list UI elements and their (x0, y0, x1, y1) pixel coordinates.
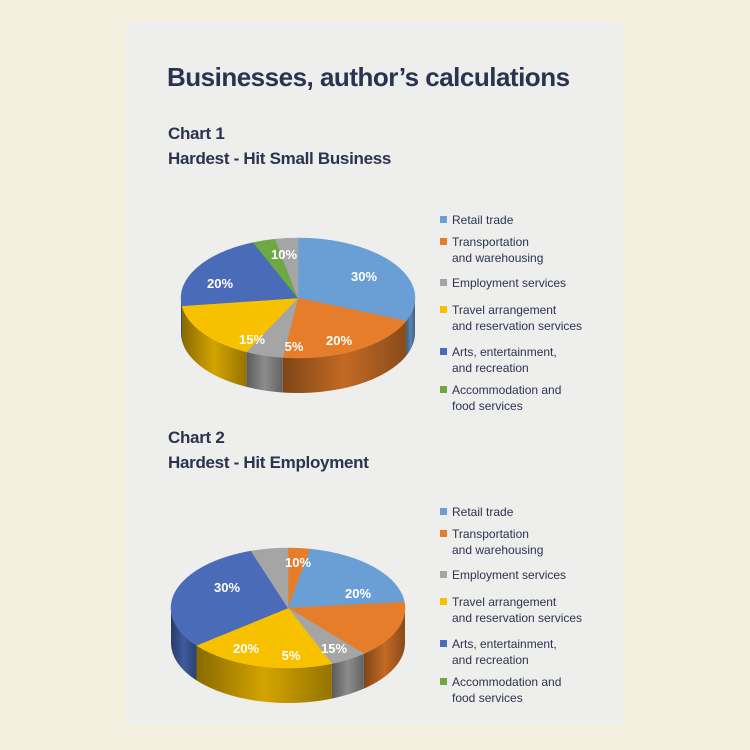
pie-slice (287, 601, 406, 654)
pie-slice-label: 10% (285, 555, 311, 570)
legend-swatch (440, 238, 447, 245)
chart-2-block: Chart 2 Hardest - Hit Employment 20% 15% 5… (126, 426, 623, 726)
legend-swatch (440, 348, 447, 355)
legend-label: Transportation and warehousing (452, 235, 544, 265)
legend-label: Arts, entertainment, and recreation (452, 345, 557, 375)
pie-slice-side (181, 298, 183, 341)
legend-label: Travel arrangement and reservation servic… (452, 595, 583, 625)
pie-slice-label: 15% (239, 332, 265, 347)
pie-slice-label: 10% (271, 247, 297, 262)
pie-slice-label: 20% (326, 333, 352, 348)
pie-slice (297, 237, 416, 322)
legend-label: Accommodation and food services (452, 383, 562, 413)
page-title: Businesses, author’s calculations (167, 62, 570, 92)
pie-slice (274, 237, 299, 299)
pie-slice-side (196, 645, 332, 703)
legend-label: Retail trade (452, 505, 514, 519)
pie-slice-label: 20% (233, 641, 259, 656)
legend-label: Employment services (452, 276, 567, 290)
legend-label: Accommodation and food services (452, 675, 562, 705)
pie-slice-side (282, 320, 407, 393)
legend-swatch (440, 530, 447, 537)
pie-slice (250, 547, 289, 609)
legend-swatch (440, 678, 447, 685)
pie-slice-side (171, 608, 197, 681)
pie-slice-label: 30% (214, 580, 240, 595)
legend-swatch (440, 386, 447, 393)
chart-1-title: Chart 1 (168, 124, 225, 143)
chart-1-block: Chart 1 Hardest - Hit Small Business 30%… (126, 122, 623, 422)
pie-slice-side (246, 351, 283, 393)
legend-label: Transportation and warehousing (452, 527, 544, 557)
legend-swatch (440, 279, 447, 286)
pie-slice-label: 20% (345, 586, 371, 601)
legend-label: Arts, entertainment, and recreation (452, 637, 557, 667)
pie-slice (282, 297, 407, 359)
legend-label: Employment services (452, 568, 567, 582)
pie-slice (287, 548, 405, 609)
pie-slice-label: 5% (285, 339, 304, 354)
pie-slice-label: 15% (321, 641, 347, 656)
chart-2-subtitle: Hardest - Hit Employment (168, 453, 369, 472)
chart-2-title: Chart 2 (168, 428, 225, 447)
chart-1-pie: 30% 20% 5% 15% 20% 10% (180, 237, 416, 393)
pie-slice (181, 297, 299, 353)
pie-slice-label: 20% (207, 276, 233, 291)
legend-swatch (440, 306, 447, 313)
legend-label: Retail trade (452, 213, 514, 227)
pie-slice-side (331, 653, 364, 699)
legend-swatch (440, 571, 447, 578)
pie-slice-side (406, 298, 415, 356)
pie-slice-label: 5% (282, 648, 301, 663)
pie-slice (170, 550, 289, 646)
legend-swatch (440, 216, 447, 223)
legend-swatch (440, 508, 447, 515)
pie-slice (195, 607, 333, 669)
chart-2-pie: 20% 15% 5% 20% 30% 10% (170, 547, 406, 703)
chart-1-subtitle: Hardest - Hit Small Business (168, 149, 392, 168)
legend-swatch (440, 598, 447, 605)
pie-slice-side (363, 608, 405, 689)
pie-slice (180, 242, 299, 307)
pie-slice-label: 30% (351, 269, 377, 284)
legend-label: Travel arrangement and reservation servic… (452, 303, 583, 333)
legend-swatch (440, 640, 447, 647)
infographic-card: Businesses, author’s calculations Chart … (126, 22, 623, 724)
pie-slice-side (182, 305, 247, 387)
